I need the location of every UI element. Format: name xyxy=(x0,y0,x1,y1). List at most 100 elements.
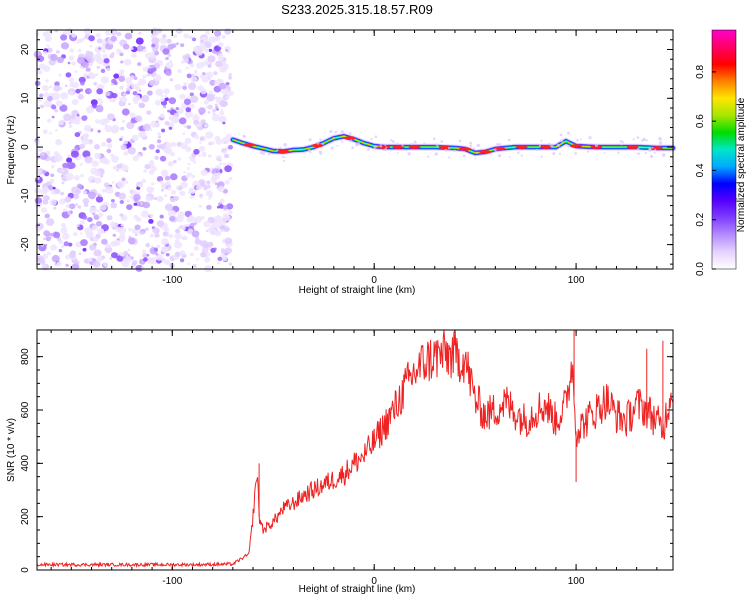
noise-speckle xyxy=(76,183,83,189)
noise-speckle xyxy=(34,80,41,86)
noise-speckle xyxy=(217,155,222,160)
noise-speckle xyxy=(94,152,101,160)
y-tick-label: 0 xyxy=(20,144,31,150)
noise-speckle xyxy=(56,261,62,267)
noise-speckle xyxy=(219,110,225,116)
noise-speckle xyxy=(204,257,211,263)
noise-speckle xyxy=(71,186,80,194)
noise-speckle xyxy=(82,215,88,220)
noise-speckle xyxy=(159,113,165,119)
noise-speckle xyxy=(170,173,178,181)
noise-speckle xyxy=(206,180,211,185)
track-speckle xyxy=(242,134,246,138)
noise-speckle xyxy=(50,244,58,251)
noise-speckle xyxy=(164,147,173,155)
noise-speckle xyxy=(101,188,107,193)
signal-hotspot xyxy=(590,145,603,149)
noise-speckle xyxy=(211,113,220,122)
noise-speckle xyxy=(111,125,120,133)
noise-speckle xyxy=(135,37,144,45)
noise-speckle xyxy=(65,173,74,181)
noise-speckle xyxy=(164,203,174,211)
signal-hotspot xyxy=(311,143,324,148)
track-speckle xyxy=(558,152,562,155)
noise-speckle xyxy=(186,125,192,130)
noise-speckle xyxy=(83,124,92,132)
noise-speckle xyxy=(42,31,49,37)
noise-speckle xyxy=(95,220,103,227)
noise-speckle xyxy=(131,134,139,141)
noise-speckle xyxy=(85,67,91,72)
noise-speckle xyxy=(61,244,65,249)
noise-speckle xyxy=(178,117,187,125)
noise-speckle xyxy=(96,38,103,44)
track-speckle xyxy=(434,152,438,156)
noise-speckle xyxy=(224,28,232,35)
noise-speckle xyxy=(122,43,130,50)
track-speckle xyxy=(620,143,623,146)
track-speckle xyxy=(476,152,478,154)
track-speckle xyxy=(458,139,462,143)
noise-speckle xyxy=(91,160,99,167)
signal-hotspot xyxy=(459,147,471,151)
y-tick-label: -10 xyxy=(20,188,31,203)
noise-speckle xyxy=(111,199,115,203)
noise-speckle xyxy=(42,129,48,135)
noise-speckle xyxy=(199,141,202,144)
snr-y-axis: 0 200 400 600 800 xyxy=(20,329,673,573)
signal-hotspot xyxy=(243,143,255,147)
noise-speckle xyxy=(38,63,46,70)
noise-speckle xyxy=(109,221,116,228)
noise-speckle xyxy=(141,94,150,103)
noise-speckle xyxy=(98,102,103,106)
noise-speckle xyxy=(43,51,48,55)
noise-speckle xyxy=(59,104,68,112)
track-speckle xyxy=(653,151,656,154)
track-speckle xyxy=(619,140,623,143)
noise-speckle xyxy=(54,81,60,87)
noise-speckle xyxy=(156,244,161,249)
noise-speckle xyxy=(53,231,61,239)
signal-hotspot xyxy=(539,145,552,149)
noise-speckle xyxy=(113,73,120,79)
noise-speckle xyxy=(209,79,216,86)
noise-speckle xyxy=(99,204,107,211)
noise-speckle xyxy=(219,162,222,166)
noise-speckle xyxy=(209,194,213,198)
noise-speckle xyxy=(188,187,197,195)
noise-speckle xyxy=(106,138,112,144)
noise-speckle xyxy=(159,214,164,219)
noise-speckle xyxy=(107,113,115,121)
noise-speckle xyxy=(191,73,195,77)
noise-speckle xyxy=(69,48,75,53)
noise-speckle xyxy=(76,224,80,228)
noise-speckle xyxy=(148,144,155,150)
noise-speckle xyxy=(160,182,168,189)
noise-speckle xyxy=(217,53,224,58)
noise-speckle xyxy=(207,111,211,114)
noise-speckle xyxy=(200,240,208,248)
noise-speckle xyxy=(44,213,50,219)
noise-speckle xyxy=(203,186,208,191)
noise-speckle xyxy=(217,185,225,193)
noise-speckle xyxy=(183,124,188,128)
noise-speckle xyxy=(43,230,51,237)
noise-speckle xyxy=(136,45,144,52)
noise-speckle xyxy=(138,32,142,35)
noise-speckle xyxy=(106,67,111,72)
noise-speckle xyxy=(77,117,82,121)
noise-speckle xyxy=(40,152,45,157)
noise-speckle xyxy=(43,99,52,108)
noise-speckle xyxy=(59,198,67,205)
noise-speckle xyxy=(56,56,64,63)
noise-speckle xyxy=(71,33,77,38)
noise-speckle xyxy=(166,38,172,44)
noise-speckle xyxy=(53,206,57,210)
noise-speckle xyxy=(50,173,55,177)
noise-speckle xyxy=(91,179,95,183)
noise-speckle xyxy=(156,220,165,228)
track-speckle xyxy=(594,143,599,147)
noise-speckle xyxy=(35,227,41,233)
noise-speckle xyxy=(83,203,89,207)
